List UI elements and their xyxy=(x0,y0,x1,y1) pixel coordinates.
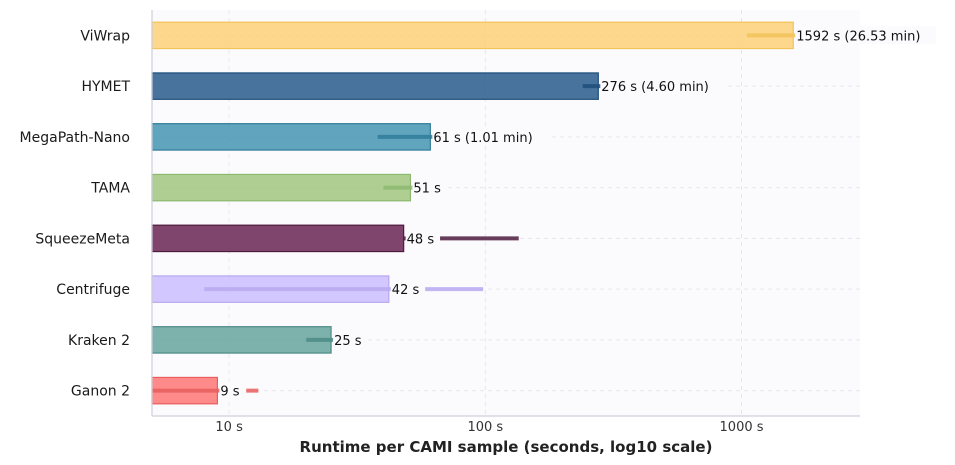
category-label: HYMET xyxy=(81,79,130,95)
value-label: 1592 s (26.53 min) xyxy=(796,29,920,44)
x-axis-title: Runtime per CAMI sample (seconds, log10 … xyxy=(300,438,713,456)
value-label: 42 s xyxy=(392,283,420,298)
category-label: SqueezeMeta xyxy=(35,231,130,247)
value-label-backdrop xyxy=(405,229,441,248)
value-label-backdrop xyxy=(412,178,447,197)
value-label: 51 s xyxy=(413,182,441,197)
category-label: Kraken 2 xyxy=(68,333,130,349)
bar xyxy=(151,21,794,50)
value-label-backdrop xyxy=(333,330,368,349)
value-label-backdrop xyxy=(432,127,551,146)
category-label: ViWrap xyxy=(80,28,130,44)
category-labels-layer: ViWrap HYMET MegaPath-Nano TAMA SqueezeMeta C… xyxy=(20,28,131,399)
value-label: 276 s (4.60 min) xyxy=(601,80,709,95)
plot-background xyxy=(152,10,860,416)
value-label-backdrop xyxy=(390,280,426,299)
category-label: TAMA xyxy=(90,181,130,197)
value-label-backdrop xyxy=(600,77,726,96)
value-label: 25 s xyxy=(334,334,362,349)
x-tick-label: 100 s xyxy=(467,420,503,435)
value-labels-layer: 1592 s (26.53 min) 276 s (4.60 min) 61 s (… xyxy=(219,26,937,400)
bar xyxy=(151,326,332,354)
value-label: 9 s xyxy=(220,385,239,400)
bar xyxy=(151,224,405,253)
x-tick-labels-layer: 10 s 100 s 1000 s xyxy=(215,420,763,435)
value-label-backdrop xyxy=(795,26,937,45)
category-label: Ganon 2 xyxy=(71,384,130,400)
x-tick-label: 10 s xyxy=(215,420,243,435)
value-label: 61 s (1.01 min) xyxy=(433,131,532,146)
category-label: Centrifuge xyxy=(56,282,130,298)
value-label-backdrop xyxy=(219,381,247,400)
category-label: MegaPath-Nano xyxy=(20,130,130,146)
bar xyxy=(151,173,412,202)
bar xyxy=(151,72,599,100)
x-tick-label: 1000 s xyxy=(720,420,764,435)
value-label: 48 s xyxy=(407,232,435,247)
